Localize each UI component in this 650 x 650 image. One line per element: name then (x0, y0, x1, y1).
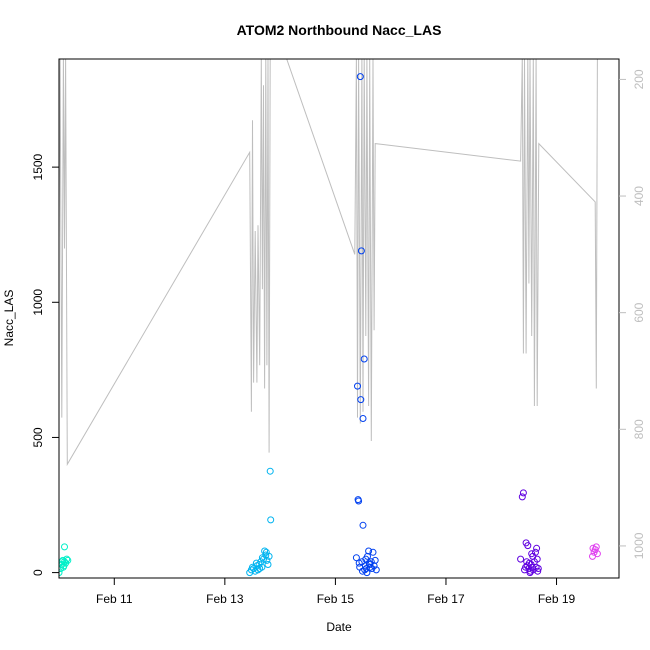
data-point (264, 561, 272, 568)
data-point (533, 555, 541, 563)
data-point (354, 382, 361, 390)
x-tick-label: Feb 19 (538, 592, 576, 606)
data-point (359, 415, 367, 422)
x-axis-label: Date (326, 620, 352, 634)
data-point (360, 355, 368, 363)
y-axis-label: Nacc_LAS (2, 290, 16, 347)
data-point (365, 559, 373, 567)
y2-tick-label: 400 (632, 186, 646, 206)
data-point (371, 556, 379, 564)
data-point (518, 493, 526, 501)
data-point (359, 521, 367, 529)
data-point (533, 544, 541, 552)
data-point (528, 550, 536, 558)
y-axis: 0 500 1000 1500 (31, 153, 59, 576)
data-point (352, 554, 360, 562)
y2-tick-label: 800 (632, 419, 646, 439)
data-point (365, 547, 373, 555)
y2-tick-label: 200 (632, 69, 646, 89)
data-point (369, 548, 377, 556)
x-tick-label: Feb 15 (317, 592, 355, 606)
data-point (262, 548, 270, 556)
data-point (519, 489, 527, 497)
data-point (256, 565, 264, 572)
data-point (258, 554, 266, 562)
data-point (534, 565, 542, 572)
line-series-path (59, 59, 598, 467)
data-point (266, 467, 274, 475)
data-point (534, 567, 542, 575)
x-tick-label: Feb 17 (427, 592, 465, 606)
data-point (355, 559, 363, 567)
data-point (355, 497, 363, 505)
y-tick-label: 500 (31, 427, 45, 447)
data-point (60, 562, 68, 570)
data-point (252, 559, 260, 567)
data-point (593, 550, 601, 558)
data-point (261, 547, 269, 555)
y2-tick-label: 1000 (632, 532, 646, 559)
x-tick-label: Feb 11 (96, 592, 133, 606)
x-axis: Feb 11 Feb 13 Feb 15 Feb 17 Feb 19 (96, 578, 576, 606)
data-point (592, 543, 600, 551)
y-tick-label: 1000 (31, 289, 45, 316)
data-point (589, 544, 597, 552)
data-point (517, 555, 525, 563)
data-point (525, 559, 533, 567)
chart-title: ATOM2 Northbound Nacc_LAS (237, 22, 442, 38)
data-point (359, 567, 366, 575)
data-point (532, 548, 539, 556)
plot-frame (58, 58, 620, 579)
secondary-y-axis: 200 400 600 800 1000 (619, 69, 646, 559)
data-point (61, 543, 68, 551)
y-tick-label: 0 (31, 569, 45, 576)
x-tick-label: Feb 13 (206, 592, 244, 606)
data-point (524, 542, 532, 550)
data-point (372, 566, 380, 574)
data-point (357, 247, 365, 255)
scatter-points (59, 73, 601, 577)
data-point (267, 516, 275, 524)
data-point (363, 569, 371, 577)
data-point (59, 569, 63, 577)
y2-tick-label: 600 (632, 302, 646, 322)
data-point (260, 555, 267, 563)
data-point (357, 396, 365, 404)
secondary-line-series (59, 59, 598, 467)
data-point (356, 73, 364, 81)
y-tick-label: 1500 (31, 153, 45, 180)
data-point (59, 558, 66, 566)
